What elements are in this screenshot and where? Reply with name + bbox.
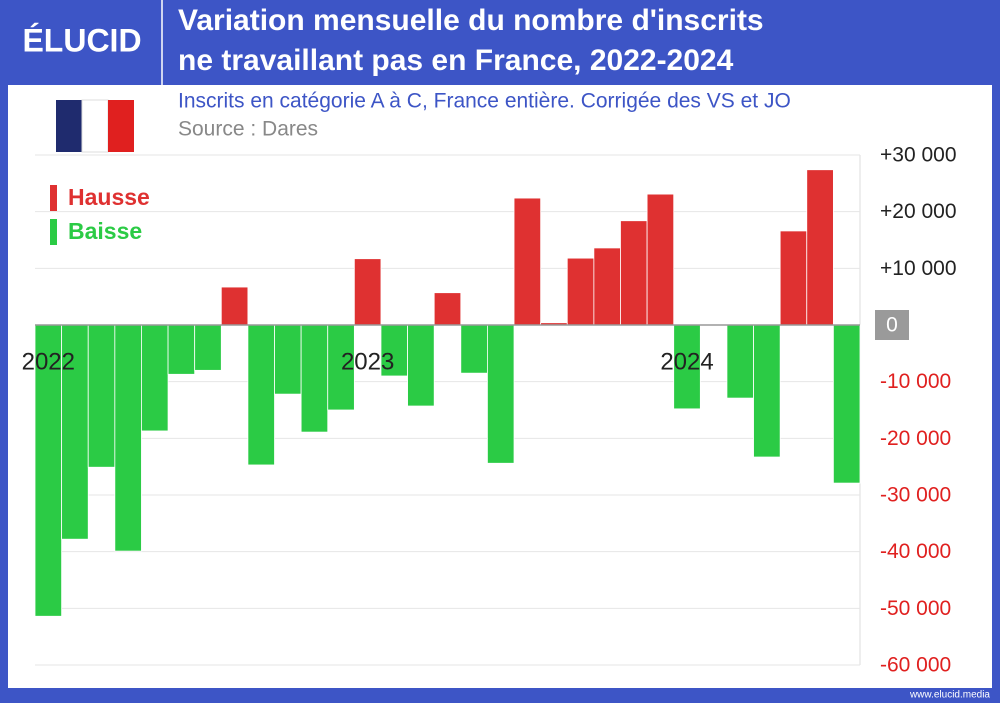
bar bbox=[753, 324, 781, 458]
y-tick-label: -20 000 bbox=[880, 427, 951, 450]
y-tick-label: -10 000 bbox=[880, 370, 951, 393]
flag bbox=[56, 99, 134, 153]
flag-blue bbox=[56, 100, 82, 152]
bar bbox=[513, 197, 542, 326]
bar bbox=[220, 286, 249, 326]
bar bbox=[593, 247, 621, 326]
bar bbox=[167, 324, 196, 375]
y-tick-label: -30 000 bbox=[880, 484, 951, 507]
bar bbox=[300, 324, 329, 433]
bar bbox=[779, 230, 808, 326]
bar bbox=[620, 220, 648, 326]
bar bbox=[460, 324, 488, 374]
bar bbox=[141, 324, 169, 432]
bar bbox=[726, 324, 754, 399]
y-tick-label: -40 000 bbox=[880, 540, 951, 563]
bar bbox=[646, 193, 675, 326]
x-tick-label: 2022 bbox=[22, 348, 75, 375]
y-tick-label: -50 000 bbox=[880, 597, 951, 620]
y-tick-label: +20 000 bbox=[880, 200, 957, 223]
y-tick-label: +30 000 bbox=[880, 144, 957, 167]
chart-title: Variation mensuelle du nombre d'inscrits bbox=[178, 4, 764, 37]
bar bbox=[114, 324, 142, 552]
flag-red bbox=[108, 100, 134, 152]
y-tick-label: -60 000 bbox=[880, 654, 951, 677]
bar bbox=[194, 324, 222, 371]
y-tick-label: 0 bbox=[886, 314, 898, 337]
footer: www.elucid.media bbox=[909, 690, 990, 701]
bar bbox=[806, 169, 834, 326]
bar bbox=[487, 324, 515, 464]
subtitle: Inscrits en catégorie A à C, France enti… bbox=[178, 90, 791, 113]
source: Source : Dares bbox=[178, 118, 318, 141]
legend-label: Baisse bbox=[68, 218, 142, 244]
bar bbox=[247, 324, 275, 466]
bar bbox=[274, 324, 302, 395]
x-tick-label: 2023 bbox=[341, 348, 394, 375]
bar bbox=[87, 324, 116, 468]
legend-swatch bbox=[50, 219, 57, 245]
bar bbox=[353, 258, 382, 326]
bar bbox=[566, 257, 595, 326]
zero-label-box bbox=[875, 310, 909, 340]
chart-title: ne travaillant pas en France, 2022-2024 bbox=[178, 44, 734, 77]
x-tick-label: 2024 bbox=[660, 348, 713, 375]
bar bbox=[673, 324, 701, 410]
bar bbox=[433, 292, 462, 326]
flag-white bbox=[81, 99, 109, 153]
y-tick-label: +10 000 bbox=[880, 257, 957, 280]
brand: ÉLUCID bbox=[22, 22, 141, 58]
bar bbox=[832, 324, 861, 484]
legend-swatch bbox=[50, 185, 57, 211]
legend-label: Hausse bbox=[68, 184, 150, 210]
bar bbox=[407, 324, 435, 407]
